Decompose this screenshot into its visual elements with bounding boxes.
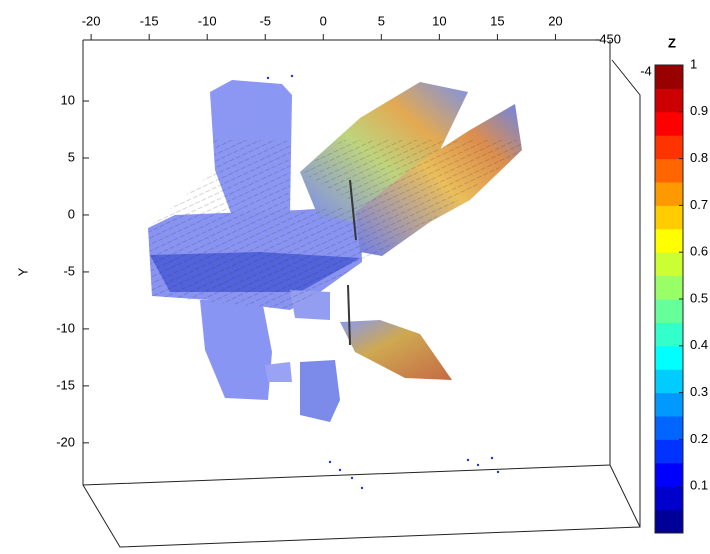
dot: [290, 74, 294, 78]
colorbar-tick-label: 0.4: [690, 337, 708, 352]
vector-streak: [349, 179, 357, 241]
scatter-dots: [266, 74, 500, 490]
y-tick-label: -20: [56, 434, 75, 449]
y-tick-label: -15: [56, 377, 75, 392]
colorbar-band: [655, 369, 683, 394]
field-patch: [340, 320, 452, 380]
dot: [360, 486, 364, 490]
x-tick-label: -10: [198, 13, 217, 28]
dot: [328, 460, 332, 464]
x-tick-label: -20: [82, 13, 101, 28]
x-tick-label: 15: [490, 13, 504, 28]
x-tick-label: -5: [259, 13, 271, 28]
colorbar-band: [655, 182, 683, 206]
colorbar-band: [655, 111, 683, 136]
field-patch: [200, 300, 272, 400]
colorbar-label: Z: [668, 35, 676, 50]
field-patch: [300, 360, 340, 422]
vector-field: [148, 80, 522, 422]
colorbar-band: [655, 345, 683, 370]
x-tick-label: 10: [432, 13, 446, 28]
colorbar-band: [655, 205, 683, 230]
y-tick-label: 0: [68, 206, 75, 221]
colorbar-band: [655, 135, 683, 160]
dot: [266, 76, 270, 80]
dot: [466, 458, 470, 462]
z-tick-label: -450: [595, 31, 621, 46]
colorbar-tick-label: 0.7: [690, 197, 708, 212]
colorbar-tick-label: 0.5: [690, 290, 708, 305]
colorbar-band: [655, 322, 683, 347]
colorbar-tick-label: 0.2: [690, 431, 708, 446]
colorbar-band: [655, 462, 683, 487]
x-tick-label: 20: [548, 13, 562, 28]
colorbar-band: [655, 228, 683, 253]
dot: [476, 463, 480, 467]
z-tick-label: -4: [640, 63, 652, 78]
box-edge: [609, 464, 641, 528]
colorbar-band: [655, 509, 683, 534]
x-tick-label: 0: [320, 13, 327, 28]
colorbar-tick-label: 1: [690, 56, 697, 71]
dot: [490, 456, 494, 460]
field-patch: [265, 362, 292, 382]
x-tick-label: -15: [140, 13, 159, 28]
y-tick-label: 5: [68, 149, 75, 164]
x-tick-label: 5: [378, 13, 385, 28]
colorbar-band: [655, 65, 683, 89]
colorbar-band: [655, 158, 683, 183]
colorbar-tick-label: 0.8: [690, 150, 708, 165]
y-axis-label: Y: [15, 267, 30, 276]
vector-streak: [347, 284, 351, 346]
colorbar-band: [655, 416, 683, 440]
dot: [338, 468, 342, 472]
colorbar-band: [655, 392, 683, 417]
y-tick-label: -5: [63, 263, 75, 278]
colorbar-tick-label: 0.6: [690, 244, 708, 259]
dot: [496, 470, 500, 474]
colorbar-band: [655, 439, 683, 464]
box-front: [82, 40, 611, 486]
colorbar-band: [655, 299, 683, 323]
plot-box: [82, 39, 641, 548]
colorbar-band: [655, 88, 683, 113]
colorbar-band: [655, 486, 683, 511]
dot: [350, 476, 354, 480]
y-tick-label: -10: [56, 320, 75, 335]
colorbar-band: [655, 252, 683, 277]
colorbar-tick-label: 0.3: [690, 384, 708, 399]
colorbar-band: [655, 275, 683, 300]
colorbar-tick-label: 0.9: [690, 103, 708, 118]
y-tick-label: 10: [61, 92, 75, 107]
colorbar-tick-label: 0.1: [690, 478, 708, 493]
